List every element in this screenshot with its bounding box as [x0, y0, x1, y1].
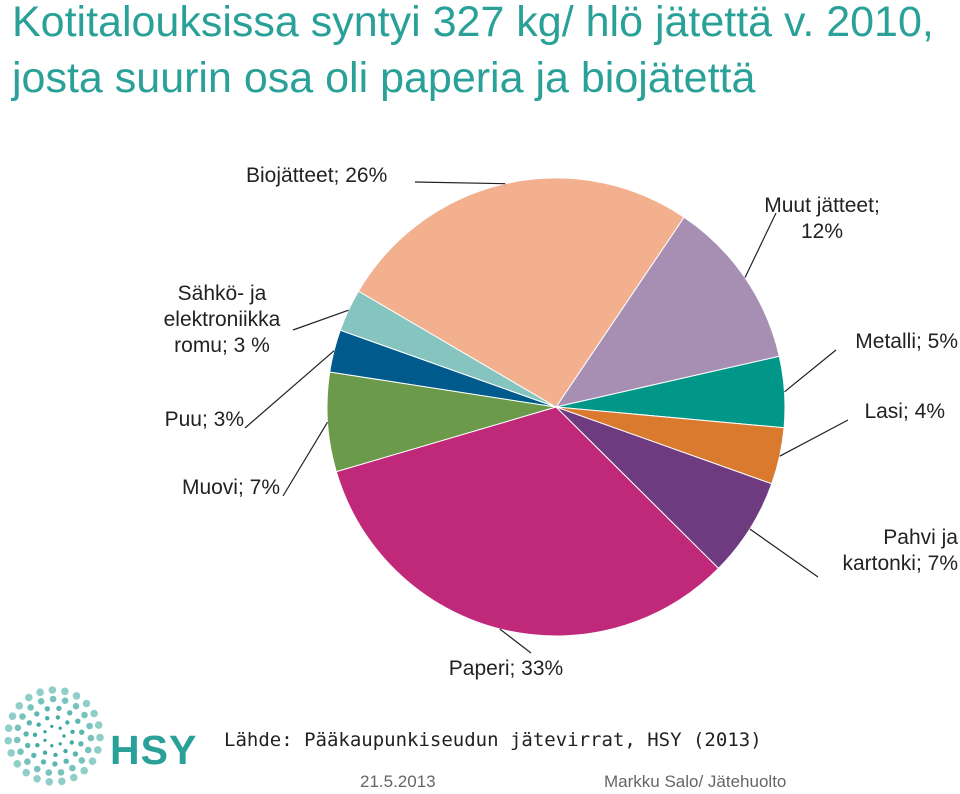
slice-label: Muovi; 7% — [182, 476, 280, 499]
source-note: Lähde: Pääkaupunkiseudun jätevirrat, HSY… — [224, 729, 762, 751]
leader-line — [499, 628, 532, 654]
slice-label: Muut jätteet; 12% — [764, 194, 880, 243]
hsy-logo-text: HSY — [110, 727, 198, 773]
slice-label: Sähkö- ja elektroniikka romu; 3 % — [164, 282, 281, 357]
leader-lines — [244, 181, 849, 654]
leader-line — [784, 349, 837, 393]
slice-label: Biojätteet; 26% — [246, 164, 387, 187]
slice-label: Pahvi ja kartonki; 7% — [842, 526, 958, 575]
slide-title: Kotitalouksissa syntyi 327 kg/ hlö jätet… — [12, 0, 934, 102]
leader-line — [744, 212, 777, 278]
leader-line — [282, 421, 329, 497]
leader-line — [292, 309, 349, 331]
pie-slice-muut-jätteet — [554, 216, 780, 408]
slice-label: Paperi; 33% — [449, 657, 563, 680]
leader-line — [749, 528, 819, 578]
pie-slices — [326, 177, 786, 637]
leader-line — [414, 181, 506, 185]
hsy-logo — [2, 684, 192, 789]
leader-line — [779, 419, 849, 457]
leader-line — [244, 350, 335, 429]
slice-label: Lasi; 4% — [864, 400, 945, 423]
footer-author: Markku Salo/ Jätehuolto — [604, 772, 787, 791]
slice-label: Puu; 3% — [165, 408, 244, 431]
slice-labels: Muut jätteet; 12% Metalli; 5% Lasi; 4% Pahvi… — [164, 164, 959, 680]
footer-date: 21.5.2013 — [360, 772, 436, 791]
slice-label: Metalli; 5% — [855, 330, 958, 353]
hsy-logo-mark-icon — [4, 686, 104, 786]
